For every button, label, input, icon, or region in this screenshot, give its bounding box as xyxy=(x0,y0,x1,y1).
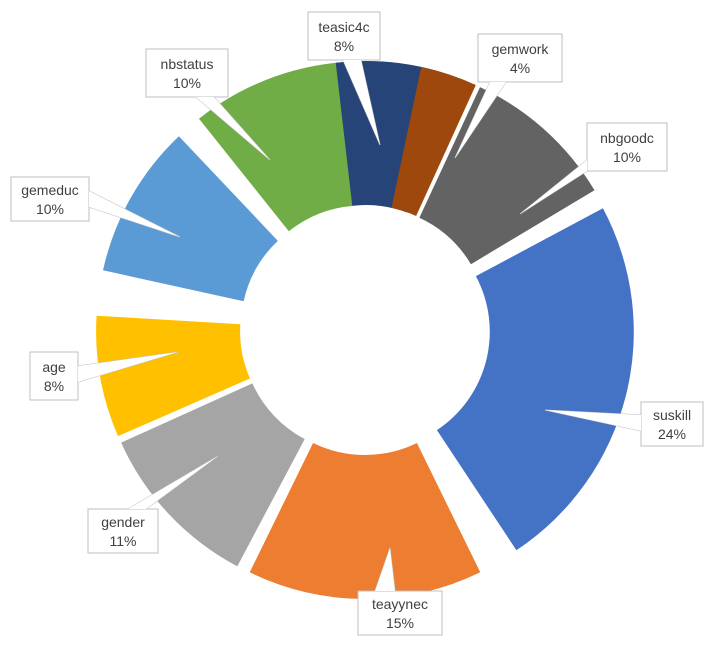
callout-box xyxy=(640,401,704,447)
slice-teayynec xyxy=(249,442,481,599)
callout-pointer-fill xyxy=(343,60,380,145)
data-label-percent: 4% xyxy=(510,60,530,76)
callout-box xyxy=(357,590,443,636)
callout-box xyxy=(586,122,668,172)
data-label-percent: 15% xyxy=(386,615,414,631)
callout-box xyxy=(87,508,159,554)
data-label-category: nbgoodc xyxy=(600,130,654,146)
slice-group xyxy=(96,61,634,599)
callout-nbstatus: nbstatus 10% xyxy=(145,48,271,161)
callout-pointer-fill xyxy=(196,97,270,160)
data-label-category: gemeduc xyxy=(21,182,79,198)
callout-nbgoodc: nbgoodc 10% xyxy=(519,122,668,215)
callout-suskill: suskill 24% xyxy=(544,401,704,447)
callout-pointer-fill xyxy=(545,410,641,431)
slice-age xyxy=(96,315,250,437)
data-label-category: teasic4c xyxy=(318,19,369,35)
callout-pointer-fill xyxy=(455,82,506,158)
data-label-percent: 10% xyxy=(613,149,641,165)
callout-gender: gender 11% xyxy=(87,455,219,554)
callout-box xyxy=(477,33,563,83)
callout-teasic4c: teasic4c 8% xyxy=(307,11,381,146)
slice-gender xyxy=(121,383,305,567)
callout-pointer-fill xyxy=(89,191,180,237)
data-label-percent: 10% xyxy=(36,201,64,217)
data-label-percent: 24% xyxy=(658,426,686,442)
callout-box xyxy=(10,176,90,222)
callout-pointer-fill xyxy=(520,160,587,214)
data-label-category: gender xyxy=(101,514,145,530)
slice-gemeduc xyxy=(103,136,278,302)
callout-pointer-fill xyxy=(128,456,218,509)
data-label-percent: 10% xyxy=(173,75,201,91)
data-label-percent: 8% xyxy=(44,378,64,394)
callout-box xyxy=(307,11,381,61)
slice-nbgoodc xyxy=(419,87,595,265)
callout-age: age 8% xyxy=(29,351,179,401)
callout-box xyxy=(145,48,229,98)
data-label-category: age xyxy=(42,359,66,375)
callout-box xyxy=(29,351,79,401)
data-label-category: nbstatus xyxy=(161,56,214,72)
data-label-category: gemwork xyxy=(492,41,550,57)
data-label-category: teayynec xyxy=(372,596,428,612)
data-label-category: suskill xyxy=(653,407,691,423)
callout-gemeduc: gemeduc 10% xyxy=(10,176,181,238)
callout-gemwork: gemwork 4% xyxy=(454,33,563,159)
slice-nbstatus xyxy=(198,62,354,232)
slice-gemwork xyxy=(391,66,476,216)
data-label-percent: 11% xyxy=(110,533,137,549)
data-label-percent: 8% xyxy=(334,38,354,54)
callout-teayynec: teayynec 15% xyxy=(357,547,443,636)
slice-suskill xyxy=(436,208,634,551)
callout-group: suskill 24% teayynec 15% gender 11% age 8% gemed… xyxy=(10,11,704,636)
callout-pointer-fill xyxy=(78,352,178,382)
callout-pointer-fill xyxy=(375,548,395,591)
